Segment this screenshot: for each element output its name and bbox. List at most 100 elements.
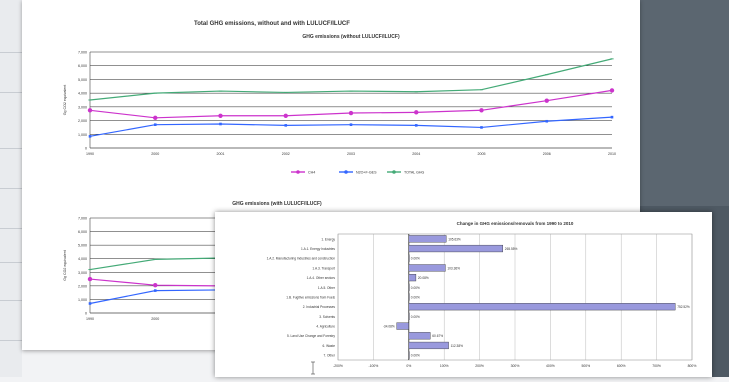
- data-point: [479, 108, 484, 113]
- data-point: [480, 126, 483, 129]
- chart-title: Change in GHG emissions/removals from 19…: [457, 221, 574, 226]
- series-line: [89, 289, 221, 305]
- y-tick-label: 3,000: [78, 105, 87, 109]
- y-tick-label: 2,000: [78, 119, 87, 123]
- y-tick-label: 5,000: [78, 244, 87, 248]
- data-point: [610, 115, 614, 119]
- x-tick-label: 600%: [617, 364, 626, 368]
- category-label: 1.A.1. Energy Industries: [301, 247, 335, 251]
- x-tick-label: 400%: [546, 364, 555, 368]
- data-point: [349, 123, 353, 126]
- data-label: 112.38%: [451, 344, 464, 348]
- legend-marker: [296, 170, 300, 174]
- x-tick-label: 1990: [86, 317, 94, 321]
- data-point: [545, 119, 549, 123]
- x-tick-label: 2010: [608, 152, 616, 156]
- data-label: 0.00%: [411, 257, 420, 261]
- y-tick-label: 4,000: [78, 257, 87, 261]
- data-point: [544, 98, 549, 103]
- y-tick-label: 7,000: [78, 217, 87, 221]
- bar: [408, 235, 447, 243]
- y-tick-label: 2,000: [78, 284, 87, 288]
- y-axis-label: Gg CO2 equivalent: [63, 85, 67, 116]
- data-point: [88, 135, 92, 138]
- data-label: 0.00%: [411, 295, 420, 299]
- category-label: 1.A.3. Transport: [312, 266, 335, 270]
- x-tick-label: 800%: [688, 364, 697, 368]
- data-point: [153, 123, 157, 126]
- y-tick-label: 0: [85, 312, 87, 316]
- legend-label: TOTAL GHG: [404, 171, 425, 175]
- data-label: 265.55%: [505, 247, 518, 251]
- bar: [408, 303, 676, 311]
- x-tick-label: 2005: [478, 152, 486, 156]
- y-tick-label: 7,000: [78, 51, 87, 55]
- x-tick-label: 700%: [652, 364, 661, 368]
- data-point: [348, 110, 354, 116]
- bar-chart-panel: Change in GHG emissions/removals from 19…: [215, 212, 712, 377]
- bar: [408, 244, 504, 253]
- x-tick-label: -100%: [368, 364, 378, 368]
- data-label: 60.67%: [432, 334, 443, 338]
- main-title: Total GHG emissions, without and with LU…: [194, 21, 350, 27]
- data-point: [283, 113, 288, 118]
- category-label: 1.B. Fugitive emissions from Fuels: [286, 295, 335, 299]
- category-label: 5. Land Use Change and Forestry: [287, 334, 335, 338]
- data-label: 105.63%: [448, 237, 461, 241]
- category-label: 1.A.2. Manufacturing Industries and cons…: [267, 257, 336, 261]
- y-tick-label: 0: [85, 147, 87, 151]
- data-point: [153, 115, 158, 121]
- data-point: [284, 124, 288, 127]
- chart-title: GHG emissions (without LULUCF/ILUCF): [302, 34, 400, 40]
- data-point: [414, 124, 418, 127]
- x-tick-label: 300%: [511, 364, 520, 368]
- bar: [408, 254, 410, 262]
- y-axis-label: Gg CO2 equivalent: [63, 250, 67, 281]
- bar: [408, 283, 410, 291]
- data-point: [153, 289, 157, 292]
- y-tick-label: 5,000: [78, 78, 87, 82]
- data-point: [87, 108, 93, 113]
- x-tick-label: 2000: [151, 152, 159, 156]
- category-label: 1. Energy: [321, 237, 335, 241]
- bar-chart-svg: Change in GHG emissions/removals from 19…: [267, 221, 697, 375]
- legend-label: CH4: [308, 171, 315, 175]
- data-point: [219, 122, 222, 126]
- legend-marker: [344, 170, 348, 174]
- data-label: 752.52%: [677, 305, 690, 309]
- x-tick-label: 2003: [347, 152, 355, 156]
- bar: [396, 322, 410, 330]
- category-label: 6. Waste: [323, 344, 336, 348]
- x-tick-label: 500%: [581, 364, 590, 368]
- bar: [408, 264, 446, 272]
- legend-marker: [392, 170, 396, 174]
- bar: [408, 293, 410, 301]
- x-tick-label: 0%: [406, 364, 411, 368]
- data-label: 20.08%: [418, 276, 429, 280]
- data-point: [153, 282, 158, 288]
- category-label: 3. Solvents: [319, 315, 335, 319]
- bar: [408, 312, 410, 320]
- data-point: [414, 110, 419, 115]
- category-label: 4. Agriculture: [316, 325, 335, 329]
- bar: [408, 274, 417, 282]
- category-label: 7. Other: [323, 354, 335, 358]
- left-background: [0, 0, 22, 377]
- data-point: [87, 276, 93, 282]
- data-label: 0.00%: [411, 354, 420, 358]
- y-tick-label: 1,000: [78, 298, 87, 302]
- x-tick-label: 2004: [412, 152, 420, 156]
- y-tick-label: 6,000: [78, 64, 87, 68]
- x-tick-label: 2001: [217, 152, 225, 156]
- category-label: 1.A.4. Other sectors: [307, 276, 336, 280]
- legend-label: N2O+F-GES: [356, 171, 377, 175]
- data-label: 0.00%: [411, 286, 420, 290]
- category-label: 1.A.5. Other: [318, 286, 336, 290]
- y-tick-label: 6,000: [78, 230, 87, 234]
- y-tick-label: 4,000: [78, 92, 87, 96]
- y-tick-label: 3,000: [78, 271, 87, 275]
- bar: [408, 332, 431, 340]
- chart-title: GHG emissions (with LULUCF/ILUCF): [232, 201, 322, 207]
- data-label: 103.36%: [447, 266, 460, 270]
- x-tick-label: 200%: [475, 364, 484, 368]
